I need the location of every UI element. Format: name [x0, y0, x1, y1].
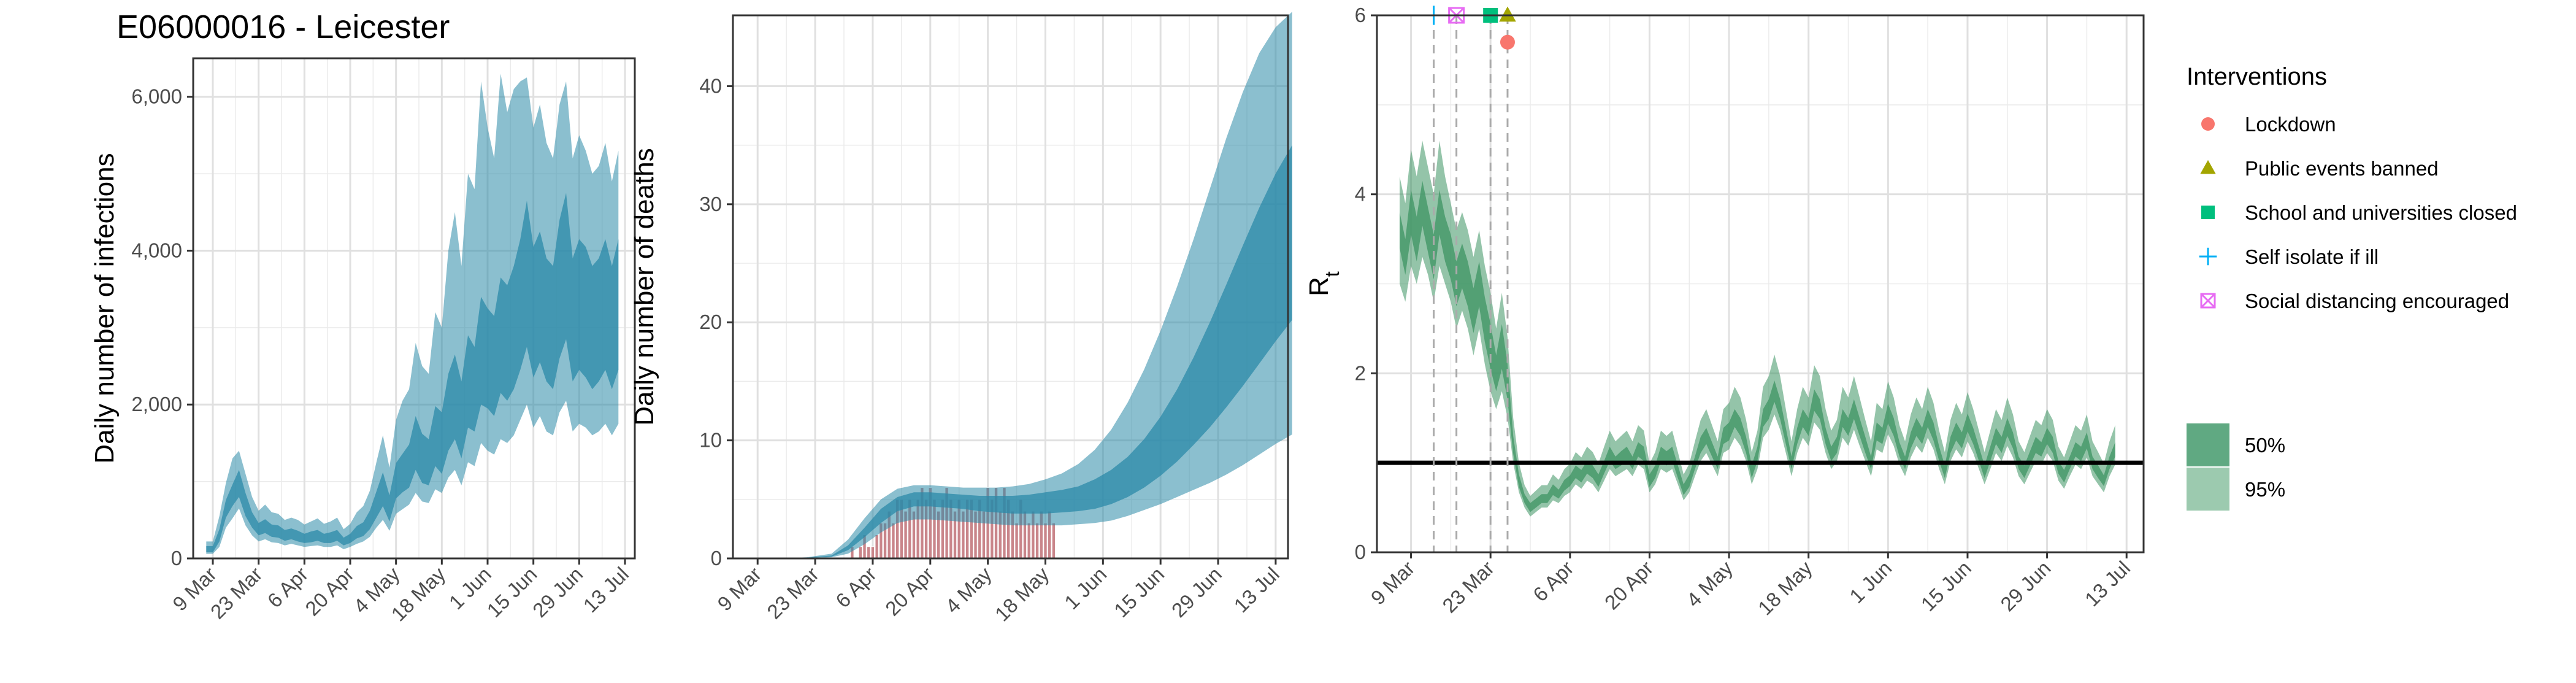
- y-tick-label: 10: [699, 429, 722, 452]
- x-tick-label: 20 Apr: [881, 563, 938, 620]
- legend-item-label: School and universities closed: [2245, 201, 2517, 224]
- legend-item-label: Self isolate if ill: [2245, 245, 2379, 268]
- x-tick-label: 29 Jun: [528, 563, 587, 622]
- y-tick-label: 20: [699, 311, 722, 333]
- x-tick-label: 23 Mar: [1438, 557, 1498, 617]
- x-tick-label: 15 Jun: [482, 563, 541, 622]
- death-bar: [1027, 522, 1031, 559]
- x-tick-label: 13 Jul: [1229, 563, 1283, 617]
- y-tick-label: 0: [711, 547, 722, 569]
- plot-border: [732, 14, 1289, 560]
- legend: Interventions Lockdown Public events banne…: [2187, 63, 2517, 511]
- y-tick-label: 6,000: [131, 85, 182, 108]
- legend-item-label: Public events banned: [2245, 157, 2439, 180]
- y-axis-title: Daily number of deaths: [629, 148, 659, 425]
- legend-band-label: 50%: [2245, 434, 2285, 457]
- plot-border: [1376, 14, 2145, 554]
- death-bar: [875, 534, 879, 559]
- chart-panel-3: 0 2 4 6 9 Mar 23 Mar 6 Apr 20 Apr 4 May 18 May 1 J…: [1304, 4, 2145, 619]
- y-axis-title: Rt: [1304, 271, 1343, 296]
- credible-interval-95-band: [1400, 141, 2115, 517]
- death-bar: [1014, 522, 1019, 559]
- x-tick-label: 1 Jun: [1060, 563, 1111, 614]
- death-bar: [870, 546, 875, 559]
- x-tick-label: 4 May: [941, 562, 996, 617]
- x-tick-label: 20 Apr: [301, 563, 358, 620]
- x-tick-label: 18 May: [991, 562, 1054, 625]
- death-bar: [1043, 522, 1048, 559]
- legend-band-label: 95%: [2245, 478, 2285, 501]
- legend-band-swatch: [2187, 423, 2229, 466]
- x-tick-label: 13 Jul: [2080, 557, 2134, 611]
- x-tick-label: 23 Mar: [762, 563, 823, 623]
- legend-band-swatch: [2187, 468, 2229, 511]
- legend-title: Interventions: [2187, 63, 2327, 90]
- x-tick-label: 13 Jul: [579, 563, 633, 617]
- legend-marker: [2200, 160, 2216, 174]
- credible-interval-95-band: [206, 74, 619, 554]
- y-axis-title: Daily number of infections: [90, 153, 120, 463]
- y-tick-label: 2,000: [131, 393, 182, 415]
- legend-marker: [2201, 117, 2215, 131]
- legend-marker: [2201, 206, 2215, 219]
- x-tick-label: 6 Apr: [1528, 557, 1578, 606]
- y-tick-label: 4: [1355, 183, 1366, 206]
- x-tick-label: 20 Apr: [1600, 557, 1658, 614]
- y-axis-title-subscript: t: [1321, 271, 1343, 277]
- credible-interval-50-band: [782, 145, 1292, 559]
- x-tick-label: 15 Jun: [1917, 557, 1976, 615]
- x-tick-label: 18 May: [1754, 556, 1817, 619]
- legend-item-label: Social distancing encouraged: [2245, 290, 2509, 312]
- plot-border: [192, 57, 636, 560]
- legend-marker: [2200, 293, 2216, 309]
- death-bar: [1035, 522, 1040, 559]
- y-tick-label: 30: [699, 193, 722, 215]
- figure-title: E06000016 - Leicester: [117, 9, 450, 45]
- y-tick-label: 40: [699, 74, 722, 97]
- x-tick-label: 6 Apr: [831, 563, 881, 612]
- x-tick-label: 23 Mar: [206, 563, 267, 623]
- death-bar: [867, 546, 871, 559]
- death-bar: [891, 522, 895, 559]
- y-tick-label: 0: [171, 547, 182, 569]
- y-tick-label: 4,000: [131, 239, 182, 261]
- intervention-marker: [1500, 34, 1515, 50]
- legend-marker: [2199, 247, 2217, 266]
- death-bar: [1051, 522, 1056, 559]
- x-tick-label: 1 Jun: [1845, 557, 1896, 608]
- y-tick-label: 0: [1355, 541, 1366, 563]
- x-tick-label: 29 Jun: [1996, 557, 2055, 615]
- x-tick-label: 9 Mar: [713, 563, 765, 615]
- y-tick-label: 2: [1355, 361, 1366, 384]
- legend-marker: [2200, 293, 2216, 309]
- credible-interval-50-band: [206, 193, 619, 552]
- death-bar: [858, 546, 862, 559]
- x-tick-label: 15 Jun: [1110, 563, 1168, 622]
- x-tick-label: 29 Jun: [1167, 563, 1226, 622]
- x-tick-label: 9 Mar: [1367, 557, 1419, 609]
- x-tick-label: 4 May: [1682, 556, 1737, 611]
- legend-item-label: Lockdown: [2245, 113, 2336, 136]
- y-tick-label: 6: [1355, 4, 1366, 26]
- intervention-marker: [1499, 6, 1516, 22]
